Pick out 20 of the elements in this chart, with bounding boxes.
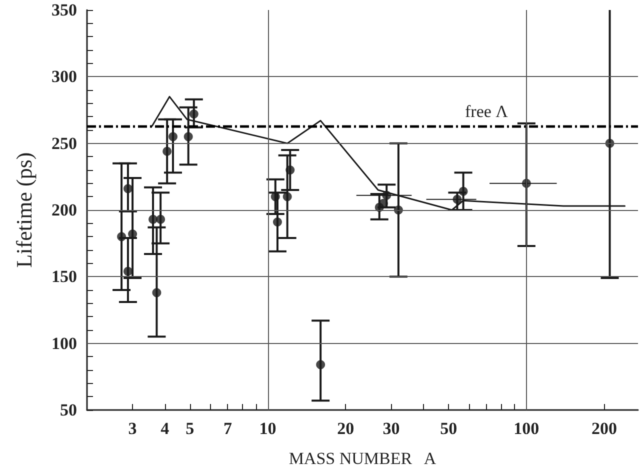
x-tick-label: 100 — [514, 419, 540, 438]
y-tick-label: 50 — [60, 400, 77, 420]
x-axis-title: MASS NUMBER A — [288, 449, 437, 468]
x-tick-label: 20 — [337, 419, 354, 438]
y-axis-title: Lifetime (ps) — [12, 152, 36, 268]
y-tick-label: 300 — [52, 67, 77, 86]
x-tick-label: 7 — [223, 419, 232, 438]
y-tick-label: 200 — [52, 200, 77, 220]
x-tick-label: 50 — [440, 419, 458, 438]
y-tick-label: 100 — [52, 334, 77, 353]
y-tick-label: 150 — [52, 267, 77, 286]
x-tick-label: 30 — [382, 419, 400, 438]
x-tick-label: 200 — [592, 419, 618, 438]
x-tick-label: 3 — [128, 419, 137, 438]
x-tick-label: 5 — [186, 419, 194, 438]
ref-line-label: free Λ — [465, 102, 509, 121]
y-tick-label: 250 — [52, 134, 77, 153]
y-tick-label: 350 — [52, 0, 77, 20]
x-tick-label: 10 — [259, 419, 276, 438]
x-tick-label: 4 — [160, 419, 170, 438]
